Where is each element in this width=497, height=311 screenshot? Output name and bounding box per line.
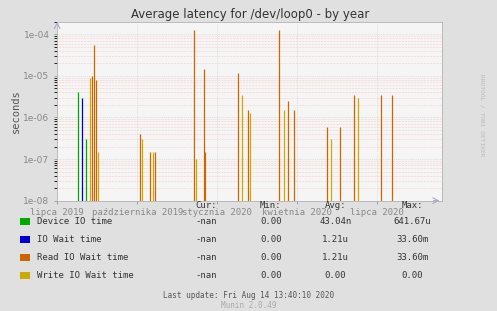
Text: 0.00: 0.00 [260,253,282,262]
Title: Average latency for /dev/loop0 - by year: Average latency for /dev/loop0 - by year [131,7,369,21]
Text: -nan: -nan [195,235,217,244]
Text: Avg:: Avg: [325,201,346,210]
Text: Device IO time: Device IO time [37,217,112,226]
Text: 1.21u: 1.21u [322,235,349,244]
Text: 33.60m: 33.60m [397,253,428,262]
Text: -nan: -nan [195,217,217,226]
Text: IO Wait time: IO Wait time [37,235,102,244]
Text: Cur:: Cur: [195,201,217,210]
Text: 0.00: 0.00 [325,271,346,280]
Y-axis label: seconds: seconds [10,89,20,133]
Text: Last update: Fri Aug 14 13:40:10 2020: Last update: Fri Aug 14 13:40:10 2020 [163,291,334,300]
Text: -nan: -nan [195,271,217,280]
Text: Munin 2.0.49: Munin 2.0.49 [221,301,276,310]
Text: -nan: -nan [195,253,217,262]
Text: RRDTOOL / TOBI OETIKER: RRDTOOL / TOBI OETIKER [480,74,485,156]
Text: 33.60m: 33.60m [397,235,428,244]
Text: 43.04n: 43.04n [320,217,351,226]
Text: 0.00: 0.00 [260,235,282,244]
Text: 1.21u: 1.21u [322,253,349,262]
Text: 0.00: 0.00 [402,271,423,280]
Text: Read IO Wait time: Read IO Wait time [37,253,129,262]
Text: 641.67u: 641.67u [394,217,431,226]
Text: 0.00: 0.00 [260,271,282,280]
Text: Write IO Wait time: Write IO Wait time [37,271,134,280]
Text: Max:: Max: [402,201,423,210]
Text: 0.00: 0.00 [260,217,282,226]
Text: Min:: Min: [260,201,282,210]
